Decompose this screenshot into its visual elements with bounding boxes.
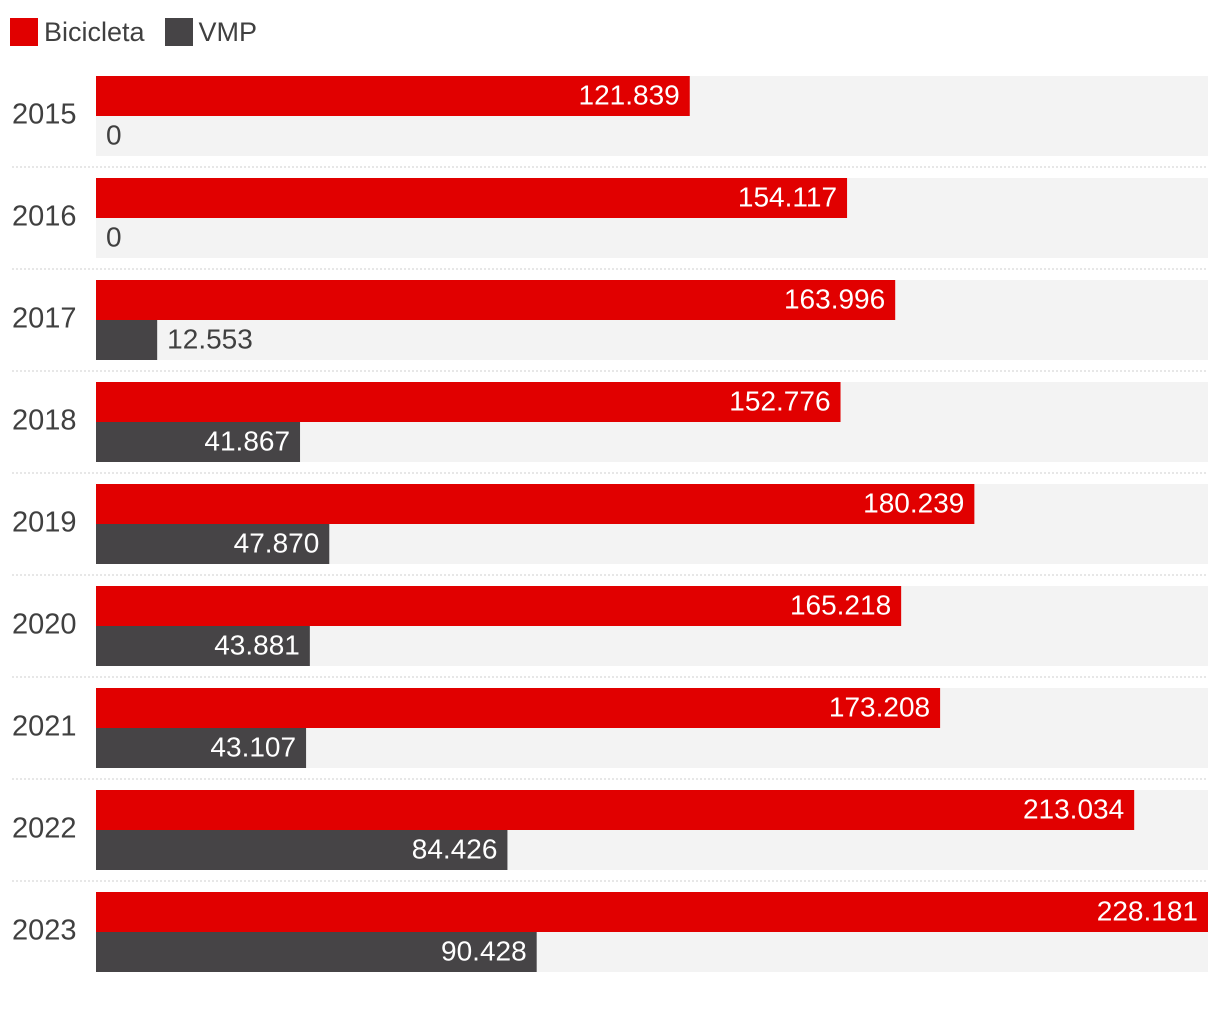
data-label-vmp: 47.870 xyxy=(234,527,320,558)
data-label-vmp: 41.867 xyxy=(204,425,290,456)
bar-bicicleta xyxy=(96,382,841,422)
data-label-bicicleta: 213.034 xyxy=(1023,793,1124,824)
legend-item-bicicleta: Bicicleta xyxy=(10,17,145,48)
data-label-bicicleta: 121.839 xyxy=(579,79,680,110)
year-label: 2020 xyxy=(12,609,77,641)
year-label: 2018 xyxy=(12,405,77,437)
bar-bicicleta xyxy=(96,790,1135,830)
bar-vmp xyxy=(96,932,537,972)
legend-swatch-bicicleta xyxy=(10,18,38,46)
data-label-bicicleta: 163.996 xyxy=(784,283,885,314)
data-label-bicicleta: 228.181 xyxy=(1097,895,1198,926)
data-label-vmp: 84.426 xyxy=(412,833,498,864)
year-label: 2015 xyxy=(12,99,77,131)
bar-bicicleta xyxy=(96,892,1208,932)
data-label-vmp: 0 xyxy=(106,119,122,150)
bar-bicicleta xyxy=(96,484,975,524)
bar-bicicleta xyxy=(96,280,896,320)
data-label-bicicleta: 180.239 xyxy=(863,487,964,518)
data-label-bicicleta: 154.117 xyxy=(738,181,837,212)
data-label-bicicleta: 152.776 xyxy=(729,385,830,416)
bar-vmp xyxy=(96,320,158,360)
year-label: 2017 xyxy=(12,303,77,335)
data-label-vmp: 12.553 xyxy=(167,323,253,354)
data-label-vmp: 43.881 xyxy=(214,629,300,660)
legend-label-bicicleta: Bicicleta xyxy=(44,16,145,47)
bar-vmp xyxy=(96,830,508,870)
bar-bicicleta xyxy=(96,178,848,218)
legend-label-vmp: VMP xyxy=(198,16,258,47)
bar-bicicleta xyxy=(96,688,941,728)
data-label-bicicleta: 165.218 xyxy=(790,589,891,620)
data-label-vmp: 43.107 xyxy=(210,731,296,762)
bar-vmp xyxy=(96,422,301,462)
year-label: 2022 xyxy=(12,813,77,845)
data-label-bicicleta: 173.208 xyxy=(829,691,930,722)
year-label: 2019 xyxy=(12,507,77,539)
year-label: 2023 xyxy=(12,915,77,947)
bar-vmp xyxy=(96,728,307,768)
legend-swatch-vmp xyxy=(164,18,193,46)
bar-vmp xyxy=(96,524,330,564)
bar-vmp xyxy=(96,626,310,666)
chart-legend: Bicicleta VMP xyxy=(10,16,277,48)
legend-item-vmp: VMP xyxy=(164,16,258,48)
year-label: 2016 xyxy=(12,201,77,233)
data-label-vmp: 90.428 xyxy=(441,935,527,966)
year-label: 2021 xyxy=(12,711,77,743)
data-label-vmp: 0 xyxy=(106,221,122,252)
bar-bicicleta xyxy=(96,586,902,626)
bar-bicicleta xyxy=(96,76,690,116)
